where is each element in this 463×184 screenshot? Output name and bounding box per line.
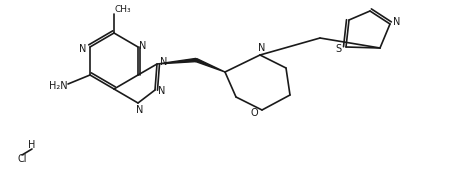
Text: Cl: Cl — [17, 154, 27, 164]
Text: N: N — [393, 17, 400, 27]
Text: S: S — [334, 44, 340, 54]
Polygon shape — [156, 58, 196, 64]
Text: H: H — [28, 140, 36, 150]
Text: H₂N: H₂N — [49, 81, 67, 91]
Text: N: N — [160, 57, 167, 67]
Text: N: N — [139, 41, 146, 51]
Text: N: N — [79, 44, 87, 54]
Polygon shape — [195, 59, 225, 72]
Text: N: N — [136, 105, 144, 115]
Text: CH₃: CH₃ — [115, 6, 131, 15]
Text: N: N — [258, 43, 265, 53]
Text: O: O — [250, 108, 257, 118]
Text: N: N — [158, 86, 165, 96]
